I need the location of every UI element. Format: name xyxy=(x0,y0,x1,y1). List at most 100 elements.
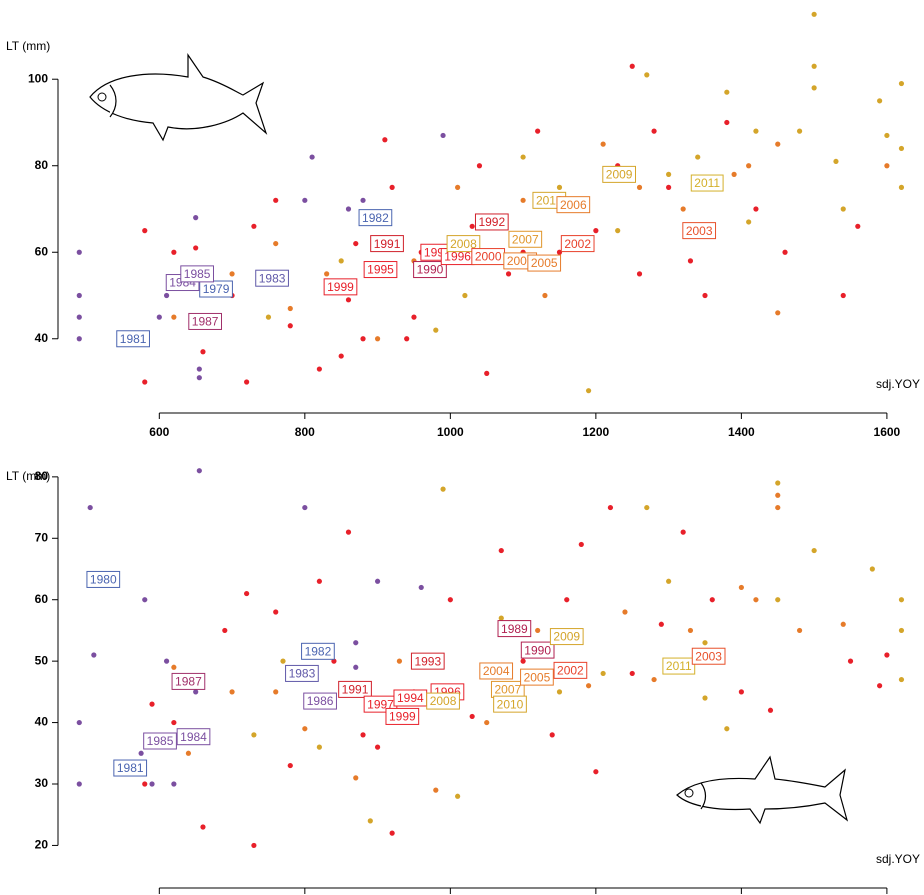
point xyxy=(382,137,388,143)
year-label-text: 2000 xyxy=(475,250,502,264)
point xyxy=(193,245,199,251)
y-tick-label: 30 xyxy=(35,776,49,790)
point xyxy=(418,584,424,591)
year-label-box xyxy=(188,312,222,330)
point xyxy=(440,486,446,492)
point xyxy=(469,713,475,720)
point xyxy=(87,504,93,511)
year-label-text: 1981 xyxy=(117,761,144,775)
year-label-text: 1987 xyxy=(192,315,219,329)
year-label-text: 2010 xyxy=(536,194,563,208)
point xyxy=(149,701,155,707)
y-tick-label: 80 xyxy=(35,158,49,172)
year-label: 1980 xyxy=(86,570,121,588)
point xyxy=(840,621,846,627)
year-label: 1999 xyxy=(323,278,358,296)
year-label: 1990 xyxy=(413,261,447,279)
point xyxy=(731,171,737,177)
year-label-text: 1995 xyxy=(367,263,394,277)
year-label-text: 1990 xyxy=(417,263,444,277)
year-label-text: 2011 xyxy=(666,659,692,673)
point xyxy=(549,732,555,738)
point xyxy=(251,842,257,849)
y-tick-label: 70 xyxy=(35,530,49,544)
year-label-text: 1997 xyxy=(367,697,394,711)
point xyxy=(142,781,148,787)
point xyxy=(585,683,592,689)
year-label-box xyxy=(549,628,584,646)
year-label: 1981 xyxy=(116,330,150,348)
point xyxy=(142,379,148,385)
point xyxy=(353,775,359,781)
point xyxy=(600,670,606,677)
point xyxy=(724,119,730,126)
year-label-box xyxy=(358,209,393,227)
year-label: 2003 xyxy=(691,647,726,665)
point xyxy=(273,689,279,695)
year-label: 1991 xyxy=(370,235,404,253)
point xyxy=(556,249,563,255)
year-label: 1993 xyxy=(410,652,445,670)
year-label: 2011 xyxy=(662,657,696,675)
point xyxy=(898,597,905,603)
point xyxy=(360,732,366,738)
point xyxy=(636,271,643,277)
point xyxy=(302,504,308,511)
point xyxy=(149,781,155,787)
year-label-text: 1985 xyxy=(184,267,211,281)
point xyxy=(469,223,475,229)
year-label-text: 1985 xyxy=(147,734,174,748)
year-label: 1992 xyxy=(474,213,509,231)
year-label: 2011 xyxy=(690,174,724,192)
point xyxy=(302,197,308,203)
point xyxy=(622,609,628,615)
point xyxy=(680,206,686,212)
year-label-text: 2007 xyxy=(512,232,539,246)
year-label-text: 2009 xyxy=(553,630,580,644)
year-label: 1991 xyxy=(338,680,372,698)
point xyxy=(753,597,759,603)
point xyxy=(171,781,177,787)
point xyxy=(76,314,82,320)
point xyxy=(455,184,461,190)
point xyxy=(251,223,257,229)
point xyxy=(287,305,293,312)
point xyxy=(142,597,148,603)
point xyxy=(411,314,417,320)
point xyxy=(898,80,905,87)
year-label: 2009 xyxy=(549,628,584,646)
point xyxy=(196,366,202,372)
year-label: 2002 xyxy=(553,661,588,679)
year-label-box xyxy=(303,692,337,710)
point xyxy=(265,314,272,320)
point xyxy=(273,197,279,203)
year-label-box xyxy=(113,759,148,777)
point xyxy=(542,292,548,299)
point xyxy=(775,310,781,316)
fish-top xyxy=(89,53,268,142)
point xyxy=(229,689,235,695)
year-label-text: 2005 xyxy=(524,670,551,684)
year-label-text: 2002 xyxy=(564,237,591,251)
year-label-text: 2008 xyxy=(430,694,457,708)
point xyxy=(163,658,170,664)
year-label: 1984 xyxy=(176,728,211,746)
point xyxy=(171,719,177,726)
point xyxy=(389,830,395,836)
point xyxy=(724,89,730,95)
point xyxy=(578,541,584,548)
point xyxy=(687,627,694,634)
point xyxy=(156,314,162,320)
point xyxy=(687,258,694,264)
point xyxy=(520,658,526,664)
year-label-text: 1990 xyxy=(524,643,551,657)
year-label-box xyxy=(370,235,404,253)
point xyxy=(840,292,846,299)
point xyxy=(244,379,250,385)
point xyxy=(746,219,752,225)
year-label-box xyxy=(199,280,233,298)
year-label-box xyxy=(527,254,562,272)
point xyxy=(462,292,468,299)
fish-bottom xyxy=(676,755,849,825)
point xyxy=(91,652,97,658)
